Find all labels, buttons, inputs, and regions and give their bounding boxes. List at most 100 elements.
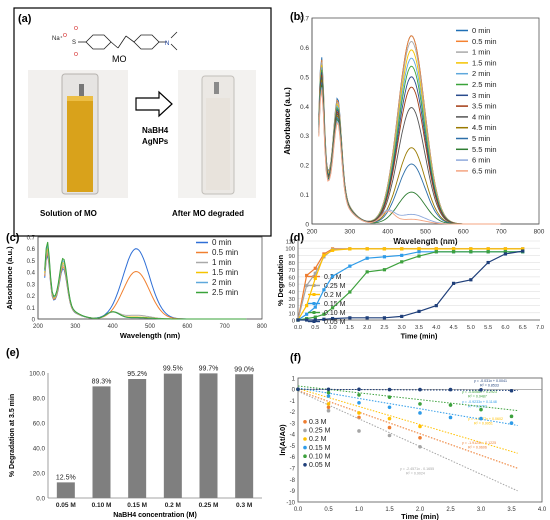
x-axis-title: Time (min) xyxy=(401,332,438,341)
y-tick-label: 0.4 xyxy=(27,271,36,277)
y-tick-label: 0.3 xyxy=(27,282,36,288)
data-point xyxy=(417,309,421,313)
benzene-ring-2 xyxy=(133,34,160,50)
data-point xyxy=(418,387,422,392)
panel-f: (f) 1 0 -1 -2 -3 -4 -5 -6 -7 -8 -9 -100.0 0.5 1.0 1.5 2… xyxy=(278,352,547,520)
plot-frame xyxy=(311,17,540,225)
data-point xyxy=(387,405,392,410)
x-tick-label: 600 xyxy=(458,229,469,236)
panel-a-label: (a) xyxy=(18,13,32,25)
x-tick-label: 2.5 xyxy=(380,325,388,331)
data-point xyxy=(348,247,352,251)
y-tick-label: 0.6 xyxy=(300,45,309,52)
x-tick-label: 600 xyxy=(182,324,193,330)
legend-label: 0.2 M xyxy=(324,292,342,299)
legend-marker xyxy=(303,420,307,424)
trendline-equation: y = -0.031x + 0.0041 xyxy=(474,379,507,383)
data-point xyxy=(418,411,422,415)
data-point xyxy=(305,304,309,308)
x-tick-label: 4.5 xyxy=(450,325,458,331)
trendline-equation: y = -0.6068x + 0.2923 xyxy=(462,390,497,394)
legend-label: 3.5 min xyxy=(472,102,497,111)
data-point xyxy=(365,270,369,274)
y-tick-label: 20 xyxy=(289,304,295,310)
panel-f-label: (f) xyxy=(290,352,301,364)
reagent-agnps: AgNPs xyxy=(142,137,169,146)
mo-label: MO xyxy=(112,54,127,64)
y-tick-label: 80.0 xyxy=(33,396,46,403)
legend-label: 0.25 M xyxy=(324,283,346,290)
data-point xyxy=(305,312,309,316)
data-point xyxy=(305,318,309,322)
data-point xyxy=(326,408,331,413)
data-point xyxy=(348,316,352,320)
x-tick-label: 800 xyxy=(534,229,545,236)
panel-a-frame xyxy=(13,7,272,237)
y-tick-label: 0.7 xyxy=(300,16,309,23)
y-tick-label: -9 xyxy=(290,489,296,495)
y-tick-label: 40 xyxy=(289,290,295,296)
data-point xyxy=(417,247,421,251)
legend-label: 1 min xyxy=(472,48,490,57)
x-tick-label: 5.5 xyxy=(484,325,492,331)
x-tick-label: 400 xyxy=(382,229,393,236)
legend-marker xyxy=(303,428,307,433)
legend-label: 2 min xyxy=(212,278,232,287)
legend-label: 4.5 min xyxy=(472,123,497,132)
legend-label: 0.05 M xyxy=(309,462,331,469)
data-point xyxy=(305,283,309,288)
data-point xyxy=(469,278,473,282)
trendline-r2: R² = 0.9951 xyxy=(474,422,493,426)
x-tick-label: 4.0 xyxy=(538,507,547,513)
data-point xyxy=(296,387,300,392)
y-tick-label: -5 xyxy=(290,444,296,450)
y-axis-title: ln(At/A0) xyxy=(278,424,287,456)
data-point xyxy=(330,274,335,278)
data-point xyxy=(357,411,361,415)
bar xyxy=(92,386,111,498)
data-point xyxy=(313,276,317,280)
legend-marker xyxy=(312,320,316,323)
legend-label: 0.5 min xyxy=(212,248,238,257)
x-tick-label: 0.0 xyxy=(294,507,303,513)
y-tick-label: 0 xyxy=(305,222,309,229)
data-point xyxy=(387,395,392,399)
data-point xyxy=(503,250,508,254)
x-tick-label: 3.5 xyxy=(415,325,423,331)
y-tick-label: -8 xyxy=(290,478,296,484)
panel-c-label: (c) xyxy=(6,232,20,244)
x-axis-title: Wavelength (nm) xyxy=(120,331,181,340)
data-point xyxy=(330,316,335,321)
x-tick-label: 2.0 xyxy=(363,325,371,331)
data-point xyxy=(365,256,369,260)
x-tick-label: 200 xyxy=(307,229,318,236)
bar-data-label: 12.5% xyxy=(56,474,76,481)
legend-label: 0 min xyxy=(212,238,232,247)
plot-frame xyxy=(297,377,543,503)
data-point xyxy=(400,247,404,251)
y-tick-label: 10 xyxy=(289,311,295,317)
x-tick-label: 0.5 xyxy=(324,507,333,513)
y-tick-label: 110 xyxy=(286,240,295,246)
y-axis-title: Absorbance (a.u.) xyxy=(5,246,14,310)
panel-b: (b) 0 0.1 0.2 0.3 0.4 0.5 0.6 0.7 200 300 400 500 60… xyxy=(283,11,545,246)
x-tick-label: 3.0 xyxy=(398,325,406,331)
methyl-bond xyxy=(170,31,178,39)
legend-marker xyxy=(303,437,307,441)
data-point xyxy=(326,387,331,392)
data-point xyxy=(509,388,514,393)
data-point xyxy=(313,305,317,309)
data-point xyxy=(469,250,473,254)
data-point xyxy=(382,255,387,259)
y-tick-label: 60 xyxy=(289,275,295,281)
y-tick-label: 0.6 xyxy=(27,247,36,253)
x-axis-title: Wavelength (nm) xyxy=(393,237,457,246)
y-tick-label: 0 xyxy=(32,318,36,324)
bar xyxy=(128,379,147,498)
x-tick-label: 200 xyxy=(33,324,44,330)
legend-label: 0.25 M xyxy=(309,428,331,435)
data-point xyxy=(387,425,392,430)
data-point xyxy=(357,401,361,405)
